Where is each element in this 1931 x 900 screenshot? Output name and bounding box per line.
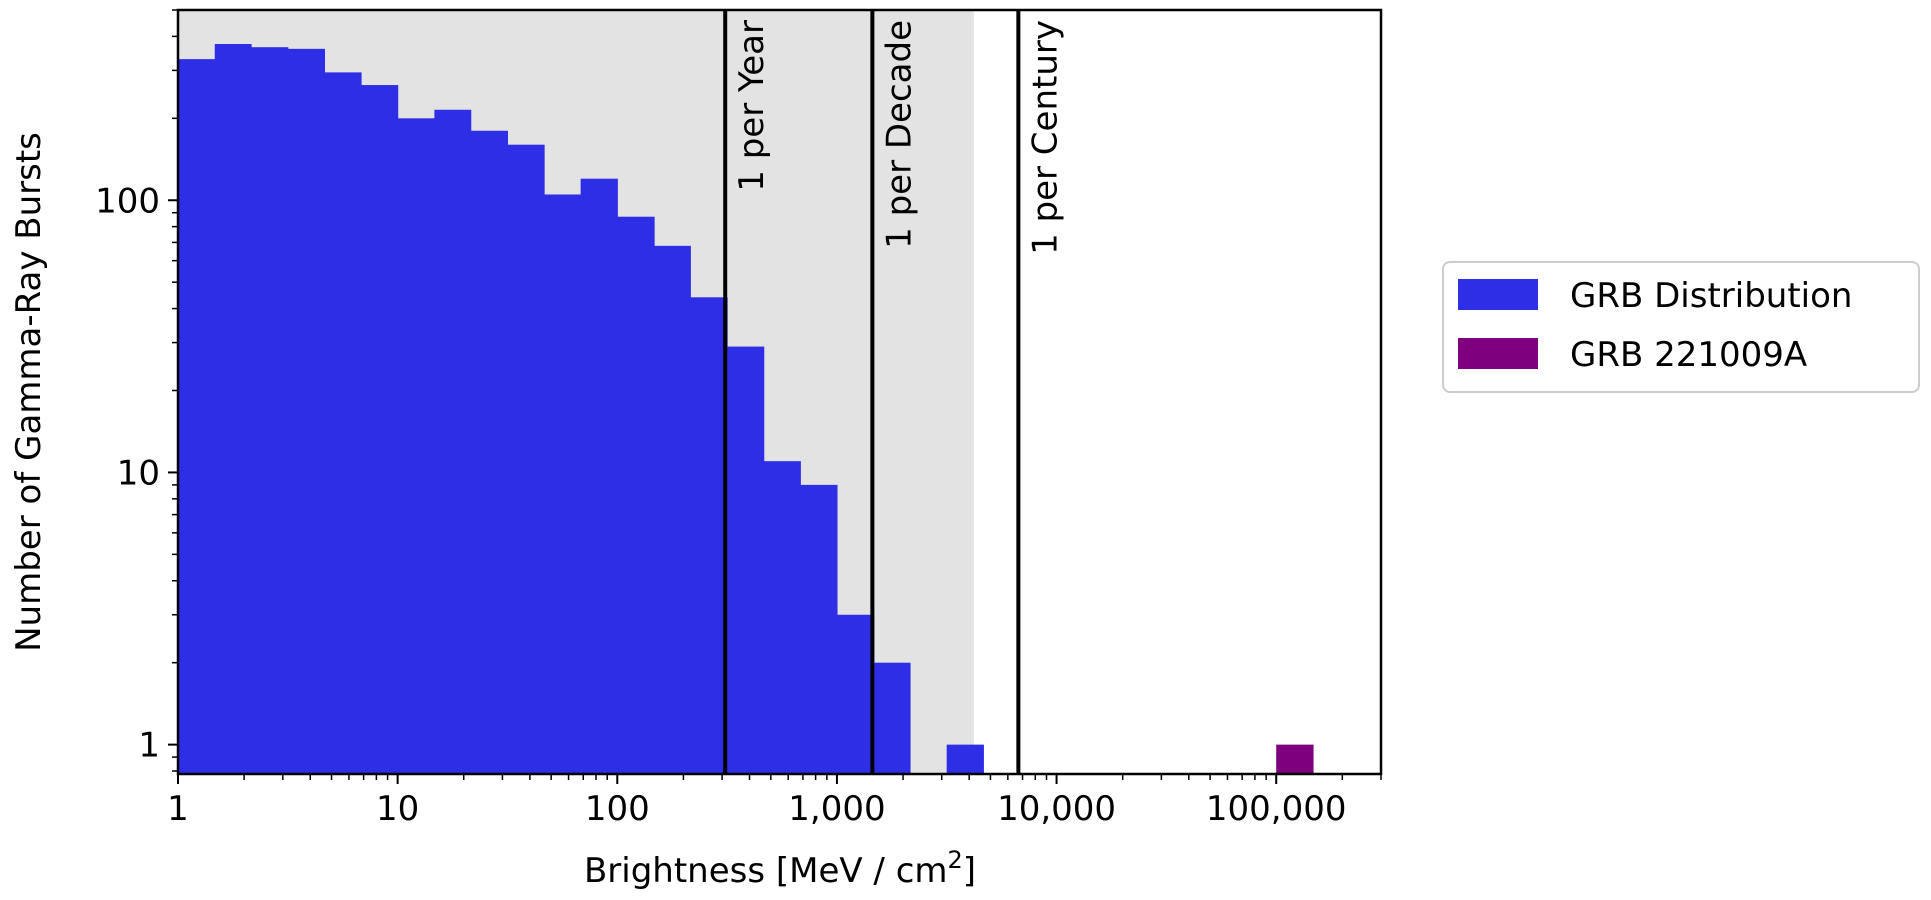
legend-frame (1442, 261, 1920, 393)
x-tick-label-2: 100 (585, 789, 650, 829)
legend-swatch-grb-distribution (1458, 279, 1538, 310)
bar-grb-distribution-19 (873, 662, 911, 774)
bar-grb-distribution-17 (800, 484, 838, 774)
legend-label-grb-distribution: GRB Distribution (1570, 276, 1852, 316)
bar-grb-distribution-6 (397, 118, 435, 774)
legend: GRB Distribution GRB 221009A (1442, 261, 1920, 393)
legend-swatch-grb-221009a (1458, 338, 1538, 369)
bar-grb-distribution-21 (946, 744, 984, 774)
x-tick-label-1: 10 (376, 789, 419, 829)
reference-label-2: 1 per Century (1025, 20, 1065, 255)
axes: 1 10 100 1,000 10,000 100,000 1 10 100 (95, 8, 1383, 829)
reference-label-1: 1 per Decade (879, 20, 919, 249)
x-tick-label-4: 10,000 (997, 789, 1116, 829)
bar-grb-221009a-0 (1276, 744, 1314, 774)
x-tick-label-5: 100,000 (1206, 789, 1347, 829)
bar-grb-distribution-13 (654, 245, 691, 774)
bar-grb-distribution-0 (178, 59, 216, 775)
x-axis-title: Brightness [MeV / cm2] (584, 846, 976, 891)
plot-frame (176, 8, 1383, 776)
bar-grb-distribution-4 (324, 72, 362, 774)
bar-grb-distribution-18 (836, 614, 875, 774)
bar-grb-distribution-14 (690, 297, 728, 774)
bar-grb-distribution-16 (763, 461, 801, 774)
bar-grb-distribution-9 (507, 144, 545, 774)
bar-grb-distribution-5 (360, 85, 399, 775)
bar-grb-distribution-3 (287, 48, 325, 774)
bar-grb-distribution-8 (470, 130, 508, 775)
y-tick-label-0: 1 (138, 726, 160, 766)
bar-grb-distribution-11 (580, 178, 618, 774)
bar-grb-distribution-12 (617, 216, 655, 774)
y-axis-title: Number of Gamma-Ray Bursts (9, 132, 49, 652)
y-tick-label-2: 100 (95, 181, 160, 221)
bar-grb-distribution-7 (434, 109, 472, 775)
x-tick-label-3: 1,000 (788, 789, 885, 829)
legend-label-grb-221009a: GRB 221009A (1570, 335, 1807, 375)
x-tick-label-0: 1 (167, 789, 189, 829)
bar-grb-distribution-2 (251, 47, 289, 775)
y-tick-label-1: 10 (117, 453, 160, 493)
bar-grb-distribution-1 (214, 44, 252, 775)
plot-area: 1 per Year 1 per Decade 1 per Century (178, 10, 1314, 775)
reference-label-0: 1 per Year (732, 20, 772, 192)
bar-grb-distribution-10 (544, 194, 582, 774)
bar-grb-distribution-15 (727, 346, 765, 774)
